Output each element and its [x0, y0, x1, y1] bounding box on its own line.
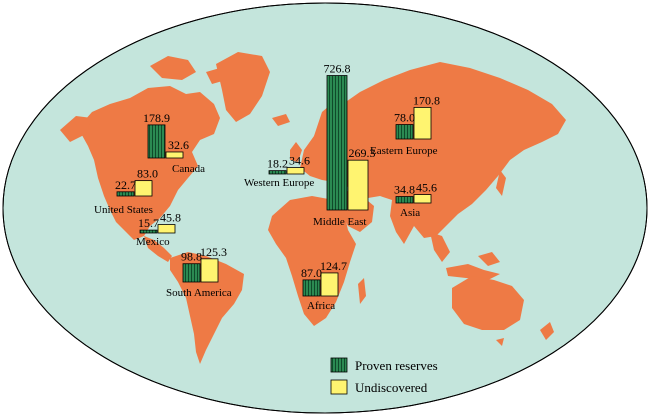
bar-proven-asia — [395, 196, 414, 204]
new-guinea-landmass — [478, 252, 500, 266]
arctic-islands-landmass — [150, 56, 196, 80]
tasmania-landmass — [496, 338, 504, 346]
india-landmass — [390, 200, 414, 244]
value-label-undiscovered-eastern-europe: 170.8 — [413, 93, 440, 107]
region-label-mexico: Mexico — [136, 236, 170, 248]
region-label-western-europe: Western Europe — [244, 177, 314, 189]
value-label-undiscovered-middle-east: 269.3 — [349, 146, 376, 160]
legend-label-proven: Proven reserves — [355, 358, 438, 373]
bar-proven-canada — [147, 124, 166, 159]
region-label-asia: Asia — [400, 207, 420, 219]
value-label-proven-western-europe: 18.2 — [267, 157, 288, 171]
legend-swatch-undiscovered — [330, 379, 348, 395]
british-isles-landmass — [290, 142, 302, 162]
madagascar-landmass — [358, 278, 366, 304]
southeast-asia-landmass — [430, 232, 450, 262]
value-label-undiscovered-canada: 32.6 — [168, 138, 189, 152]
bar-undiscovered-canada — [165, 151, 184, 159]
value-label-undiscovered-western-europe: 34.6 — [289, 154, 310, 168]
bar-undiscovered-mexico — [157, 224, 176, 234]
bar-undiscovered-united-states — [134, 180, 153, 197]
value-label-proven-africa: 87.0 — [301, 266, 322, 280]
bar-undiscovered-africa — [320, 272, 339, 297]
bar-proven-western-europe — [268, 170, 287, 175]
region-label-united-states: United States — [94, 204, 153, 216]
bar-proven-eastern-europe — [395, 124, 414, 140]
japan-landmass — [496, 170, 506, 196]
bar-proven-south-america — [182, 263, 201, 283]
value-label-proven-united-states: 22.7 — [115, 178, 136, 192]
bar-proven-mexico — [139, 229, 158, 234]
value-label-proven-eastern-europe: 78.0 — [394, 111, 415, 125]
bar-proven-united-states — [116, 191, 135, 197]
value-label-undiscovered-asia: 45.6 — [416, 181, 437, 195]
value-label-proven-south-america: 98.8 — [181, 250, 202, 264]
bar-undiscovered-asia — [413, 194, 432, 204]
bar-undiscovered-eastern-europe — [413, 107, 432, 140]
region-label-eastern-europe: Eastern Europe — [370, 145, 438, 157]
bar-proven-africa — [302, 279, 321, 297]
reserve-bars: 178.9 32.6 Canada 22.783.0 United States15.7… — [94, 62, 440, 312]
value-label-undiscovered-africa: 124.7 — [320, 259, 347, 273]
region-label-middle-east: Middle East — [313, 216, 366, 228]
new-zealand-landmass — [540, 322, 554, 340]
region-label-canada: Canada — [172, 163, 205, 175]
legend: Proven reserves Undiscovered — [330, 357, 438, 395]
bar-undiscovered-south-america — [200, 258, 219, 283]
value-label-undiscovered-south-america: 125.3 — [200, 245, 227, 259]
legend-label-undiscovered: Undiscovered — [355, 380, 428, 395]
value-label-proven-canada: 178.9 — [143, 111, 170, 125]
bar-undiscovered-middle-east — [347, 159, 369, 211]
indonesia-landmass — [446, 264, 500, 280]
value-label-proven-asia: 34.8 — [394, 183, 415, 197]
greenland-landmass — [216, 52, 270, 122]
bar-proven-middle-east — [326, 75, 348, 211]
value-label-undiscovered-united-states: 83.0 — [137, 167, 158, 181]
value-label-undiscovered-mexico: 45.8 — [160, 211, 181, 225]
region-label-africa: Africa — [307, 300, 335, 312]
central-america-landmass — [144, 236, 172, 262]
value-label-proven-mexico: 15.7 — [138, 216, 159, 230]
iceland-landmass — [272, 114, 290, 126]
bar-undiscovered-western-europe — [286, 167, 305, 175]
north-america-landmass — [78, 86, 220, 240]
region-label-south-america: South America — [166, 287, 232, 299]
australia-landmass — [452, 276, 524, 330]
value-label-proven-middle-east: 726.8 — [324, 62, 351, 76]
alaska-landmass — [60, 116, 92, 142]
legend-swatch-proven — [330, 357, 348, 373]
